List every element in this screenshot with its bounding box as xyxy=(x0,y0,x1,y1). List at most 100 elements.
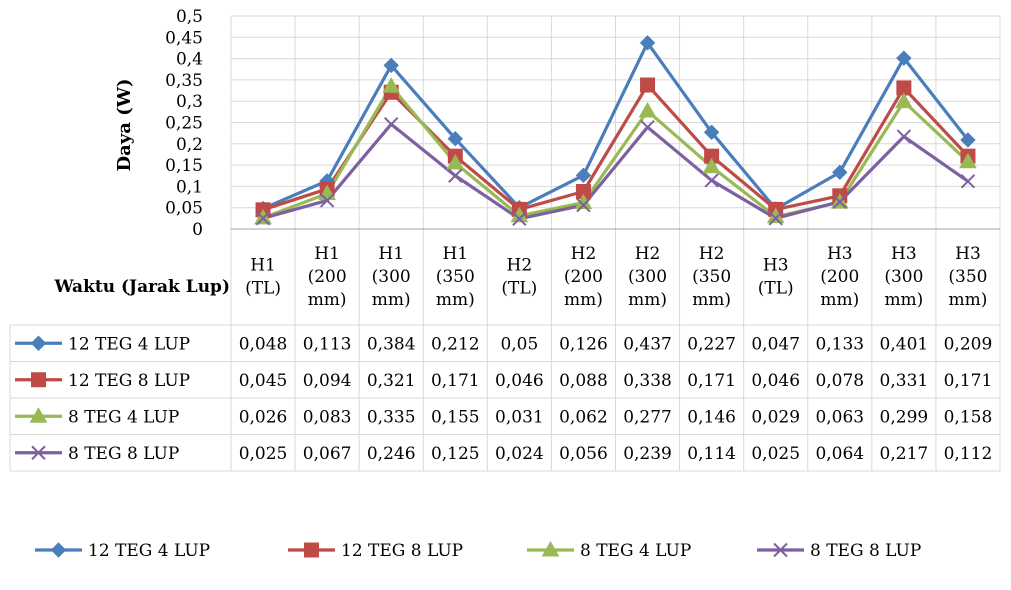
x-tick-label: H3 xyxy=(891,244,917,264)
table-cell-value: 0,246 xyxy=(367,444,416,464)
marker-stroke xyxy=(640,119,655,135)
x-tick-label: H1 xyxy=(378,244,404,264)
table-cell-value: 0,146 xyxy=(687,407,736,427)
table-cell-value: 0,046 xyxy=(495,371,544,391)
x-tick-label: H2 xyxy=(635,244,661,264)
marker-stroke xyxy=(512,211,527,226)
table-cell-value: 0,125 xyxy=(431,444,480,464)
data-point xyxy=(447,130,463,147)
marker-stroke xyxy=(576,197,591,213)
table-cell-value: 0,155 xyxy=(431,407,480,427)
table-cell-value: 0,026 xyxy=(239,407,288,427)
table-cell-value: 0,299 xyxy=(880,407,929,427)
series-line xyxy=(262,83,970,212)
data-point xyxy=(255,211,271,226)
x-tick-label: (200 xyxy=(820,267,859,287)
data-point xyxy=(703,124,720,141)
table-cell-value: 0,227 xyxy=(687,334,736,354)
data-point xyxy=(639,35,656,51)
marker-stroke xyxy=(960,174,976,189)
data-point xyxy=(896,50,912,66)
legend-key-marker xyxy=(30,335,47,351)
legend-entry: 12 TEG 4 LUP xyxy=(88,541,210,561)
legend-key-marker xyxy=(541,540,560,557)
x-tick-label: (300 xyxy=(628,267,667,287)
x-tick-label: mm) xyxy=(820,290,859,310)
data-point xyxy=(575,167,592,184)
table-series-name: 8 TEG 4 LUP xyxy=(68,407,179,427)
data-point xyxy=(832,194,847,209)
data-point xyxy=(640,77,656,93)
x-tick-label: H2 xyxy=(571,244,597,264)
table-cell-value: 0,05 xyxy=(500,334,538,354)
table-cell-value: 0,209 xyxy=(944,334,993,354)
data-point xyxy=(446,153,465,170)
x-tick-label: (200 xyxy=(308,267,347,287)
y-tick-label: 0,15 xyxy=(165,156,203,176)
table-cell-value: 0,335 xyxy=(367,407,416,427)
legend-key-marker xyxy=(304,542,319,558)
table-cell-value: 0,078 xyxy=(815,371,864,391)
data-point xyxy=(832,164,848,181)
y-tick-label: 0,2 xyxy=(176,135,203,155)
table-cell-value: 0,083 xyxy=(303,407,352,427)
table-cell-value: 0,114 xyxy=(687,444,736,464)
table-cell-value: 0,239 xyxy=(623,444,672,464)
data-point xyxy=(704,173,719,188)
data-point xyxy=(576,197,591,213)
x-tick-label: mm) xyxy=(308,290,347,310)
legend-entry: 8 TEG 4 LUP xyxy=(580,541,691,561)
marker-stroke xyxy=(896,129,912,144)
data-point xyxy=(382,77,401,93)
marker-stroke xyxy=(384,116,399,132)
x-tick-label: mm) xyxy=(436,290,475,310)
data-point xyxy=(768,211,783,226)
x-tick-label: (350 xyxy=(436,267,475,287)
y-tick-label: 0,35 xyxy=(165,71,203,91)
x-tick-label: H3 xyxy=(827,244,853,264)
y-tick-label: 0 xyxy=(192,220,203,240)
table-cell-value: 0,133 xyxy=(815,334,864,354)
x-tick-label: H2 xyxy=(699,244,725,264)
table-cell-value: 0,046 xyxy=(751,371,800,391)
x-tick-label: H2 xyxy=(507,256,533,276)
x-tick-label: (TL) xyxy=(501,279,537,299)
x-tick-label: mm) xyxy=(692,290,731,310)
x-tick-label: mm) xyxy=(884,290,923,310)
table-cell-value: 0,025 xyxy=(751,444,800,464)
table-cell-value: 0,384 xyxy=(367,334,416,354)
x-tick-label: (350 xyxy=(692,267,731,287)
x-tick-label: mm) xyxy=(628,290,667,310)
marker-stroke xyxy=(448,168,463,183)
table-cell-value: 0,212 xyxy=(431,334,480,354)
legend-key-marker xyxy=(31,445,46,460)
y-tick-label: 0,25 xyxy=(165,114,203,134)
x-tick-label: (TL) xyxy=(245,279,281,299)
data-point xyxy=(896,129,912,144)
table-cell-value: 0,158 xyxy=(944,407,993,427)
table-cell-value: 0,063 xyxy=(815,407,864,427)
data-point xyxy=(895,92,913,109)
legend-key-marker xyxy=(50,542,67,558)
table-cell-value: 0,112 xyxy=(944,444,993,464)
y-tick-label: 0,05 xyxy=(165,199,203,219)
marker-stroke xyxy=(319,193,335,208)
legend-entry: 8 TEG 8 LUP xyxy=(810,541,921,561)
table-cell-value: 0,277 xyxy=(623,407,672,427)
table-series-name: 12 TEG 8 LUP xyxy=(68,371,190,391)
x-tick-label: H1 xyxy=(314,244,340,264)
table-cell-value: 0,088 xyxy=(559,371,608,391)
legend-key-marker xyxy=(31,372,46,388)
table-cell-value: 0,029 xyxy=(751,407,800,427)
legend-key-marker xyxy=(29,407,48,423)
table-cell-value: 0,064 xyxy=(815,444,864,464)
data-point xyxy=(448,168,463,183)
data-point xyxy=(638,101,657,118)
table-cell-value: 0,056 xyxy=(559,444,608,464)
data-point xyxy=(959,152,977,169)
table-cell-value: 0,217 xyxy=(880,444,929,464)
table-cell-value: 0,048 xyxy=(239,334,288,354)
x-tick-label: H1 xyxy=(442,244,468,264)
x-tick-label: H1 xyxy=(250,256,276,276)
